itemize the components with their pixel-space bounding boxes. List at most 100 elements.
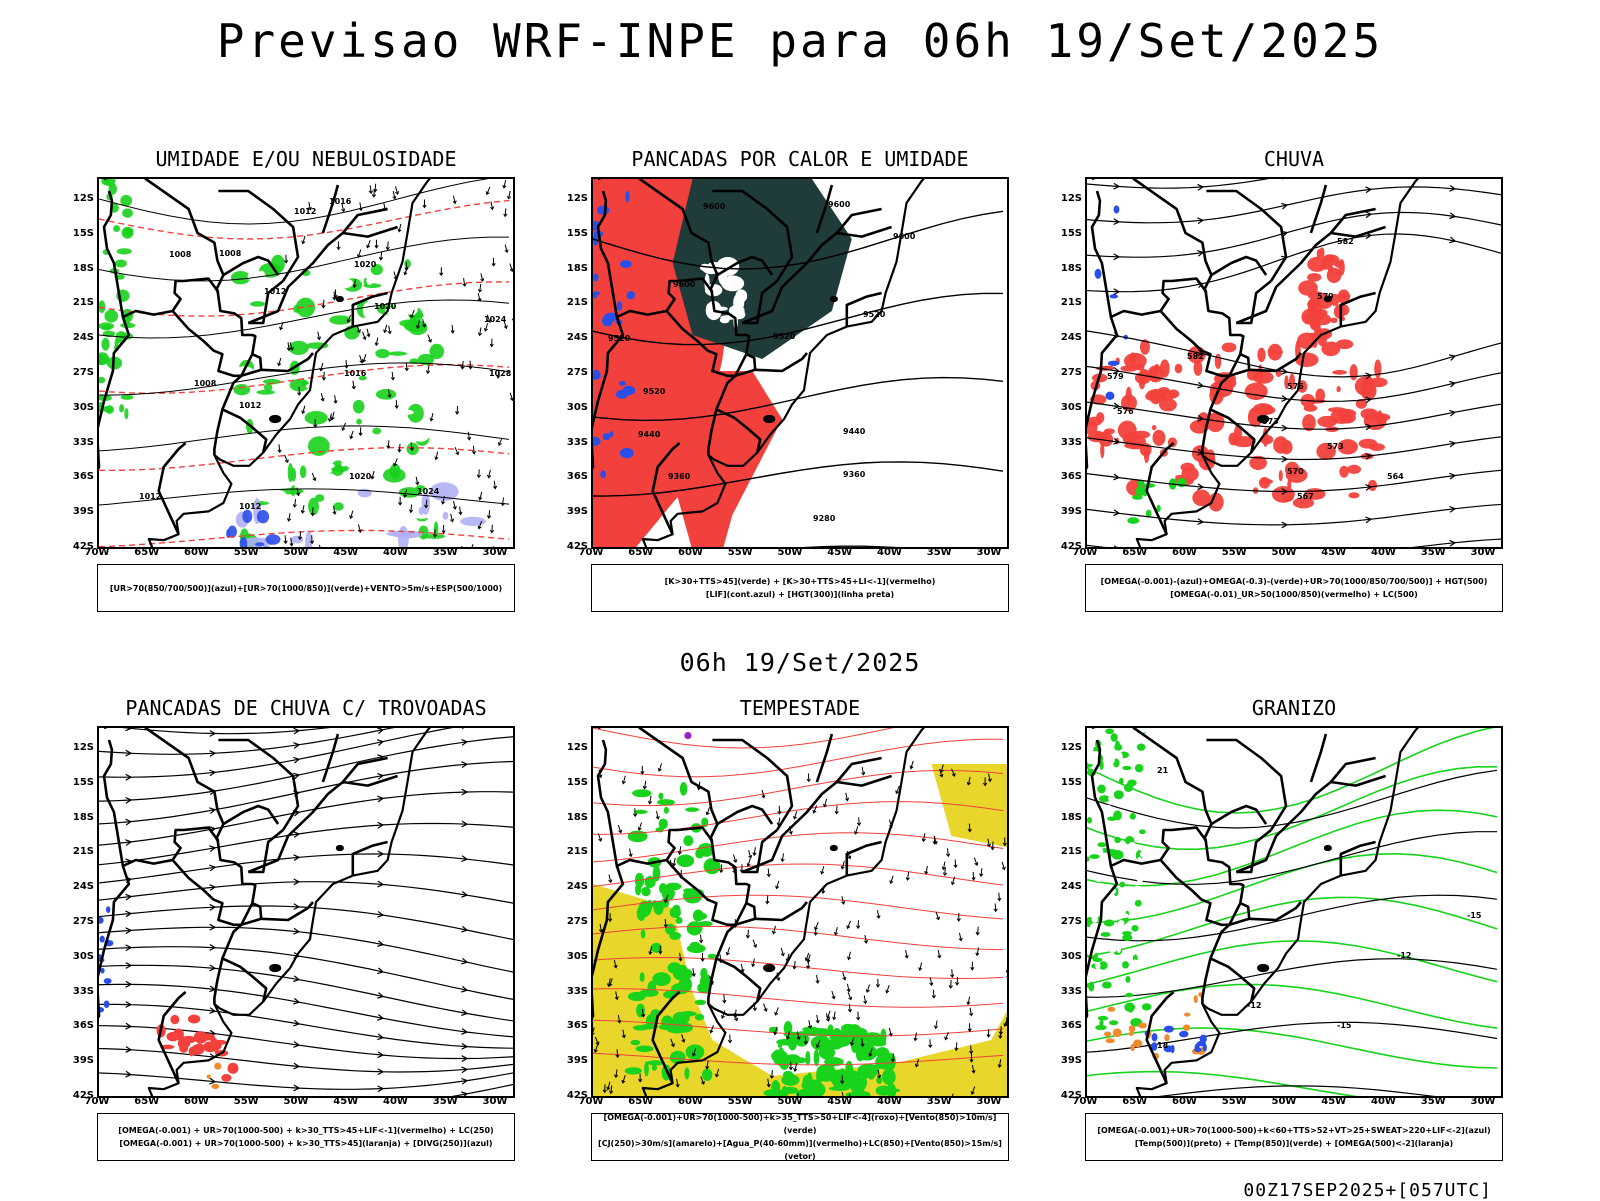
contour-line bbox=[1087, 1072, 1497, 1098]
lon-tick-label: 50W bbox=[1269, 547, 1299, 558]
country-border bbox=[261, 902, 313, 920]
fill-blob bbox=[1099, 1020, 1103, 1027]
fill-blob bbox=[1108, 822, 1113, 829]
fill-blob bbox=[1128, 842, 1137, 851]
fill-blob bbox=[1115, 741, 1120, 750]
fill-blob bbox=[1087, 802, 1091, 807]
fill-blob bbox=[404, 388, 414, 395]
lon-tick-label: 55W bbox=[231, 1096, 261, 1107]
contour-line bbox=[1087, 854, 1497, 923]
contour-label: 1008 bbox=[219, 249, 242, 258]
lon-tick-label: 40W bbox=[1369, 1096, 1399, 1107]
fill-blob bbox=[875, 1047, 889, 1058]
fill-blob bbox=[1121, 1015, 1130, 1023]
fill-blob bbox=[1138, 755, 1148, 760]
fill-blob bbox=[1095, 943, 1104, 948]
fill-blob bbox=[1105, 728, 1114, 734]
lagoa-dos-patos bbox=[1258, 965, 1268, 971]
lon-tick-label: 60W bbox=[676, 547, 706, 558]
fill-blob bbox=[644, 1061, 649, 1076]
fill-blob bbox=[120, 323, 135, 329]
lat-tick-label: 18S bbox=[558, 812, 588, 823]
fill-blob bbox=[221, 1074, 231, 1082]
map-panel-chuva: 582579576573570567564582579576573 bbox=[1085, 177, 1503, 549]
reservoir bbox=[337, 297, 343, 301]
fill-blob bbox=[1108, 796, 1115, 801]
fill-blob bbox=[720, 317, 730, 323]
fill-blob bbox=[1313, 322, 1321, 330]
fill-blob bbox=[683, 888, 693, 893]
contour-label: -15 bbox=[1467, 911, 1482, 920]
contour-label: 1024 bbox=[417, 487, 440, 496]
fill-blob bbox=[1128, 1032, 1133, 1036]
fill-blob bbox=[1107, 1007, 1115, 1012]
fill-blob bbox=[242, 510, 252, 523]
country-border bbox=[261, 353, 313, 371]
fill-blob bbox=[123, 227, 133, 236]
fill-blob bbox=[248, 272, 257, 281]
lat-tick-label: 33S bbox=[64, 986, 94, 997]
fill-blob bbox=[121, 395, 134, 400]
country-border bbox=[1311, 734, 1326, 782]
fill-blob bbox=[882, 1069, 896, 1085]
fill-blob bbox=[1175, 364, 1183, 374]
lat-tick-label: 36S bbox=[558, 1020, 588, 1031]
fill-blob bbox=[1307, 273, 1321, 282]
fill-blob bbox=[1130, 813, 1136, 820]
fill-blob bbox=[695, 1000, 706, 1005]
fill-blob bbox=[632, 789, 651, 797]
fill-blob bbox=[1348, 492, 1359, 498]
streamline bbox=[1087, 401, 1503, 429]
contour-label: 1020 bbox=[374, 302, 397, 311]
fill-blob bbox=[1107, 816, 1116, 820]
lon-tick-label: 65W bbox=[626, 547, 656, 558]
fill-blob bbox=[858, 1045, 878, 1061]
lat-tick-label: 24S bbox=[1052, 881, 1082, 892]
fill-blob bbox=[443, 512, 449, 520]
country-border bbox=[353, 842, 388, 876]
contour-line bbox=[99, 179, 509, 224]
country-border bbox=[708, 903, 755, 1004]
fill-blob bbox=[1194, 1048, 1202, 1052]
fill-blob bbox=[1106, 1038, 1115, 1043]
contour-label: 9280 bbox=[813, 514, 836, 523]
fill-blob bbox=[1330, 318, 1337, 323]
lon-tick-label: 30W bbox=[480, 547, 510, 558]
fill-blob bbox=[683, 835, 693, 846]
lon-tick-label: 30W bbox=[974, 1096, 1004, 1107]
fill-blob bbox=[1100, 442, 1104, 458]
country-border bbox=[837, 758, 882, 782]
fill-blob bbox=[1130, 908, 1135, 916]
lon-tick-label: 30W bbox=[480, 1096, 510, 1107]
fill-blob bbox=[321, 463, 335, 469]
lat-tick-label: 18S bbox=[1052, 263, 1082, 274]
lon-tick-label: 30W bbox=[974, 547, 1004, 558]
lon-tick-label: 35W bbox=[1418, 1096, 1448, 1107]
fill-blob bbox=[1138, 1023, 1147, 1029]
wind-vector bbox=[470, 544, 473, 549]
contour-label: 9520 bbox=[773, 332, 796, 341]
fill-blob bbox=[228, 1063, 239, 1074]
fill-blob bbox=[635, 883, 641, 895]
fill-blob bbox=[99, 917, 104, 924]
fill-blob bbox=[105, 405, 114, 414]
fill-blob bbox=[1261, 479, 1273, 484]
streamline bbox=[1087, 234, 1503, 292]
fill-blob bbox=[662, 886, 675, 901]
lon-tick-label: 55W bbox=[1219, 1096, 1249, 1107]
fill-blob bbox=[372, 428, 381, 435]
country-border bbox=[712, 740, 792, 830]
fill-blob bbox=[690, 942, 701, 949]
fill-blob bbox=[1114, 205, 1120, 213]
fill-blob bbox=[257, 510, 269, 523]
fill-blob bbox=[672, 905, 680, 914]
legend-tempestade: [OMEGA(-0.001)+UR>70(1000-500)+k>35_TTS>… bbox=[591, 1113, 1009, 1161]
fill-blob bbox=[1134, 821, 1140, 825]
fill-blob bbox=[124, 408, 128, 419]
lon-tick-label: 45W bbox=[825, 547, 855, 558]
fill-blob bbox=[1106, 805, 1111, 812]
fill-blob bbox=[1180, 463, 1194, 472]
fill-blob bbox=[1127, 780, 1137, 787]
contour-label: 9440 bbox=[843, 427, 866, 436]
